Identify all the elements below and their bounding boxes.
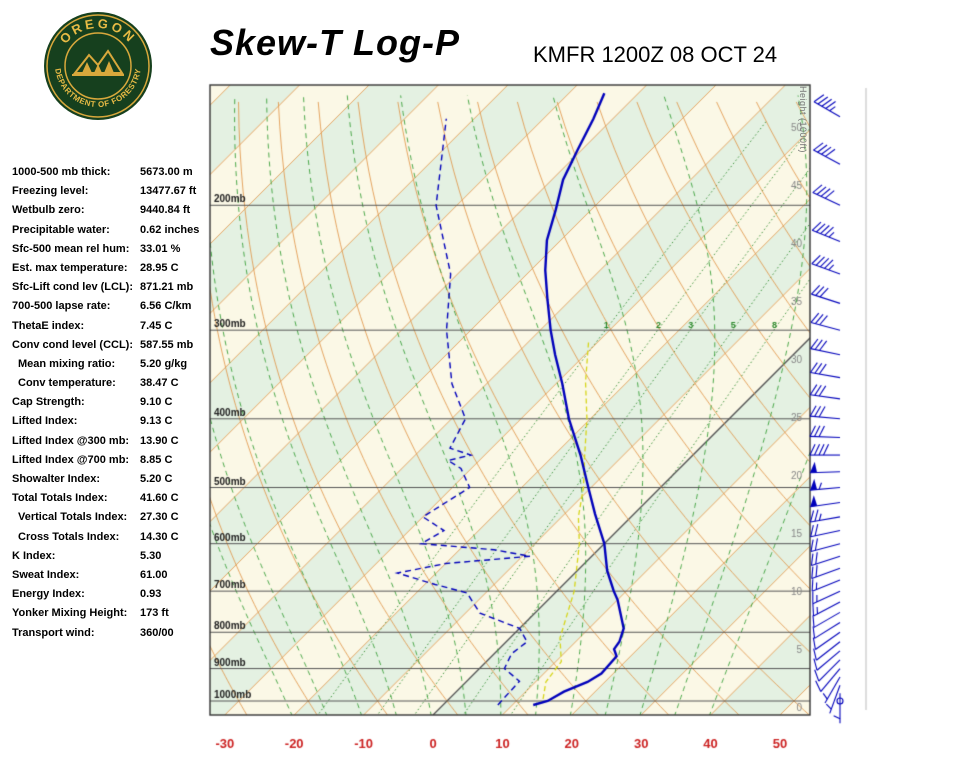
- stat-row: Freezing level: 13477.67 ft: [12, 185, 214, 204]
- stat-label: K Index:: [12, 549, 56, 562]
- stat-value: 9.13 C: [140, 415, 173, 428]
- stat-label: Conv temperature:: [18, 377, 116, 390]
- logo-mountain-trees-graphic: [72, 49, 124, 76]
- stat-label: Lifted Index @300 mb:: [12, 434, 130, 447]
- stat-row: Showalter Index: 5.20 C: [12, 473, 214, 492]
- stat-row: Precipitable water: 0.62 inches: [12, 224, 214, 243]
- stat-value: 5673.00 m: [140, 166, 193, 178]
- stat-label: Freezing level:: [12, 185, 89, 198]
- stat-label: Conv cond level (CCL):: [12, 338, 134, 351]
- stat-label: Transport wind:: [12, 626, 95, 639]
- stat-row: Sweat Index: 61.00: [12, 569, 214, 588]
- stat-row: K Index: 5.30: [12, 550, 214, 569]
- stat-value: 14.30 C: [140, 530, 179, 543]
- stat-row: Lifted Index @300 mb: 13.90 C: [12, 435, 214, 454]
- stat-row: Vertical Totals Index: 27.30 C: [12, 511, 214, 530]
- stat-row: Wetbulb zero: 9440.84 ft: [12, 204, 214, 223]
- stat-row: Sfc-Lift cond lev (LCL): 871.21 mb: [12, 281, 214, 300]
- height-axis-label: Height (1000ft): [798, 86, 808, 154]
- stat-label: Sweat Index:: [12, 568, 80, 581]
- stat-row: Total Totals Index: 41.60 C: [12, 492, 214, 511]
- stat-label: Cross Totals Index:: [18, 530, 120, 543]
- stat-label: Precipitable water:: [12, 223, 110, 236]
- stat-value: 13477.67 ft: [140, 185, 197, 198]
- stat-label: 1000-500 mb thick:: [12, 166, 111, 178]
- stat-label: 700-500 lapse rate:: [12, 300, 111, 313]
- stat-row: Energy Index: 0.93: [12, 588, 214, 607]
- stat-value: 6.56 C/km: [140, 300, 192, 313]
- stat-value: 27.30 C: [140, 511, 179, 524]
- stat-value: 9.10 C: [140, 396, 173, 409]
- logo-outer-ring: [46, 14, 150, 118]
- stat-row: Cross Totals Index: 14.30 C: [12, 531, 214, 550]
- stat-row: Sfc-500 mean rel hum: 33.01 %: [12, 243, 214, 262]
- stat-label: ThetaE index:: [12, 319, 85, 332]
- stat-label: Cap Strength:: [12, 396, 85, 409]
- stat-row: Mean mixing ratio: 5.20 g/kg: [12, 358, 214, 377]
- odf-logo: OREGON DEPARTMENT OF FORESTRY: [44, 12, 152, 120]
- stat-value: 33.01 %: [140, 242, 181, 255]
- stat-row: Conv temperature: 38.47 C: [12, 377, 214, 396]
- stat-row: Conv cond level (CCL): 587.55 mb: [12, 339, 214, 358]
- stat-value: 587.55 mb: [140, 338, 194, 351]
- stat-value: 61.00: [140, 568, 168, 581]
- stat-row: Est. max temperature: 28.95 C: [12, 262, 214, 281]
- stat-value: 173 ft: [140, 607, 169, 620]
- stat-value: 13.90 C: [140, 434, 179, 447]
- stat-row: Yonker Mixing Height: 173 ft: [12, 607, 214, 626]
- stat-value: 7.45 C: [140, 319, 173, 332]
- stat-label: Mean mixing ratio:: [18, 357, 116, 370]
- stat-row: Lifted Index: 9.13 C: [12, 415, 214, 434]
- logo-inner-ring: [64, 32, 132, 100]
- stat-label: Lifted Index @700 mb:: [12, 453, 130, 466]
- stats-panel: 1000-500 mb thick: 5673.00 m Freezing leve…: [12, 166, 214, 646]
- stat-value: 28.95 C: [140, 261, 179, 274]
- stat-label: Sfc-500 mean rel hum:: [12, 242, 130, 255]
- stat-value: 5.30: [140, 549, 162, 562]
- stat-label: Lifted Index:: [12, 415, 78, 428]
- stat-label: Yonker Mixing Height:: [12, 607, 128, 620]
- stat-value: 38.47 C: [140, 377, 179, 390]
- stat-label: Total Totals Index:: [12, 492, 108, 505]
- stat-label: Energy Index:: [12, 588, 85, 601]
- stat-label: Est. max temperature:: [12, 261, 128, 274]
- stat-value: 41.60 C: [140, 492, 179, 505]
- stat-row: Lifted Index @700 mb: 8.85 C: [12, 454, 214, 473]
- station-label: KMFR 1200Z 08 OCT 24: [533, 42, 778, 67]
- stat-value: 0.93: [140, 588, 162, 601]
- stat-label: Sfc-Lift cond lev (LCL):: [12, 281, 133, 294]
- stat-value: 360/00: [140, 626, 174, 639]
- stat-label: Vertical Totals Index:: [18, 511, 128, 524]
- stat-value: 9440.84 ft: [140, 204, 191, 217]
- stat-label: Showalter Index:: [12, 473, 101, 485]
- stat-value: 5.20 C: [140, 473, 173, 485]
- stat-value: 5.20 g/kg: [140, 357, 188, 370]
- stat-value: 8.85 C: [140, 453, 173, 466]
- stat-row: 1000-500 mb thick: 5673.00 m: [12, 166, 214, 185]
- page-title: Skew-T Log-P: [210, 22, 461, 63]
- stat-row: Cap Strength: 9.10 C: [12, 396, 214, 415]
- stat-row: Transport wind: 360/00: [12, 627, 214, 646]
- stat-label: Wetbulb zero:: [12, 204, 85, 217]
- stat-value: 0.62 inches: [140, 223, 200, 236]
- stat-row: ThetaE index: 7.45 C: [12, 320, 214, 339]
- stat-row: 700-500 lapse rate: 6.56 C/km: [12, 300, 214, 319]
- stat-value: 871.21 mb: [140, 281, 194, 294]
